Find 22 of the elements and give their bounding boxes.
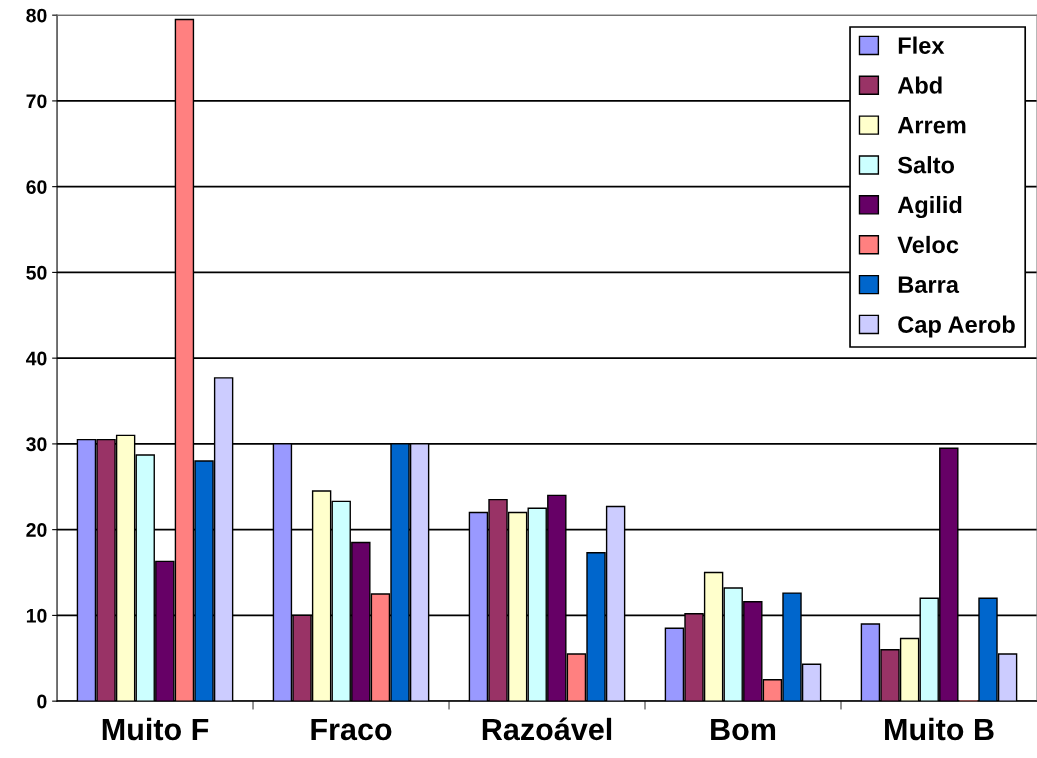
legend-label: Veloc: [897, 235, 959, 254]
legend-label: Salto: [897, 156, 955, 174]
x-tick-label: Fraco: [311, 718, 392, 741]
x-tick-label: Bom: [711, 718, 776, 741]
y-tick-label: 50: [26, 265, 47, 280]
x-tick-label: Razoável: [482, 717, 612, 741]
x-tick-label: Muito B: [885, 717, 994, 741]
y-tick-label: 0: [37, 694, 47, 709]
x-tick-label: Muito F: [102, 717, 209, 741]
legend-label: Agilid: [897, 195, 962, 219]
legend-label: Arrem: [897, 117, 966, 134]
legend-label: Abd: [897, 76, 942, 94]
y-tick-label: 60: [26, 180, 47, 194]
y-tick-label: 80: [26, 8, 47, 23]
legend-label: Barra: [898, 276, 960, 294]
y-tick-label: 40: [25, 351, 47, 366]
y-tick-label: 20: [26, 523, 47, 537]
legend-label: Flex: [898, 36, 945, 54]
y-tick-label: 70: [26, 94, 47, 109]
legend-label: Cap Aerob: [898, 315, 1015, 338]
y-tick-label: 30: [26, 437, 47, 452]
y-tick-label: 10: [26, 608, 47, 623]
